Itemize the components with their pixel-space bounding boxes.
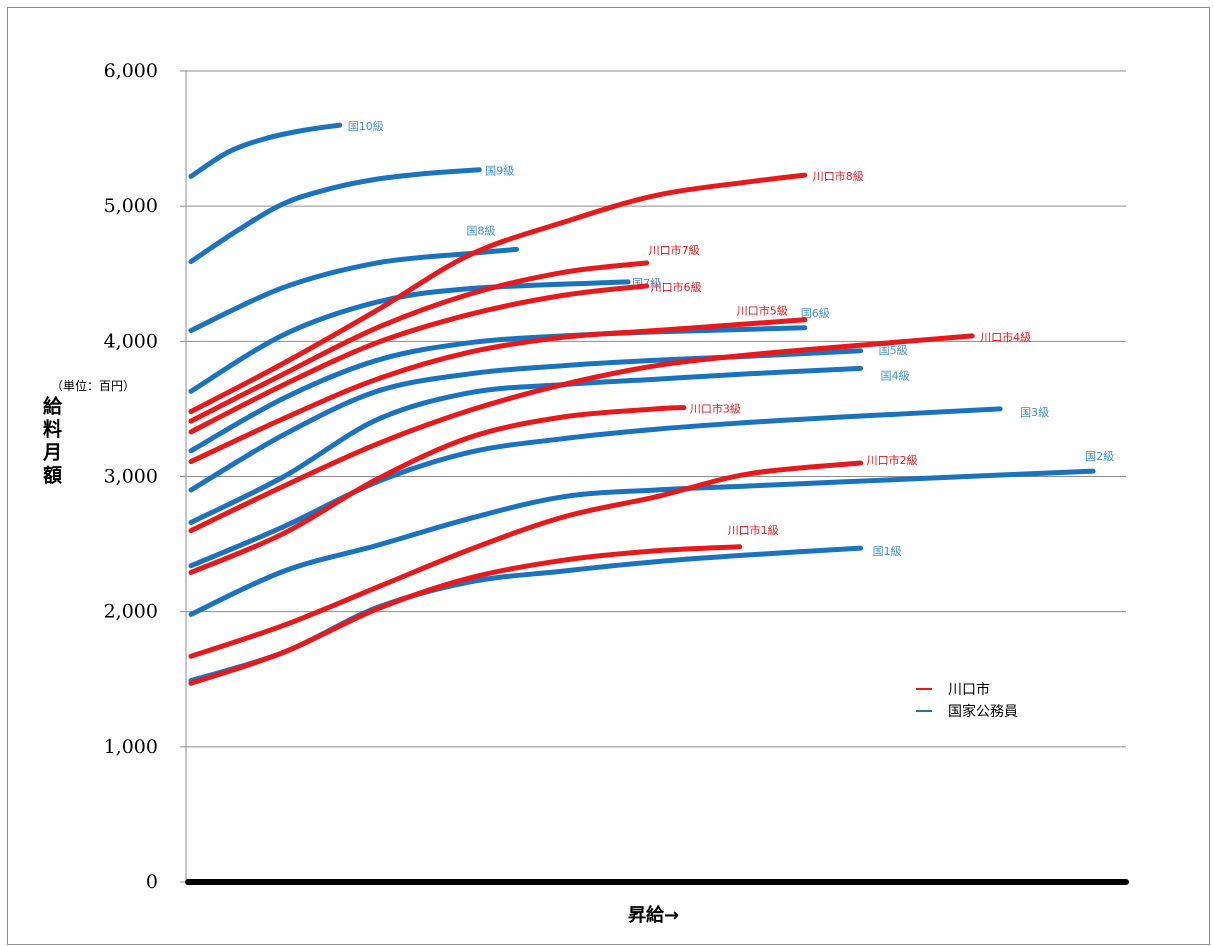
- series-label: 国2級: [1085, 450, 1114, 463]
- series-line: [188, 317, 808, 465]
- series-label: 国5級: [879, 344, 908, 357]
- series-label: 川口市3級: [690, 402, 741, 416]
- y-tick-label: 2,000: [104, 601, 158, 623]
- legend-swatch-kawaguchi: [916, 688, 932, 690]
- series-line: [188, 468, 1096, 617]
- legend-label-kawaguchi: 川口市: [948, 682, 990, 698]
- series-line: [188, 544, 743, 686]
- chart-frame: 0 1,000 2,000 3,000 4,000 5,000 6,000 国1級 国2級 国3級…: [7, 7, 1210, 945]
- legend-label-national: 国家公務員: [948, 704, 1018, 720]
- series-label: 川口市6級: [651, 280, 702, 294]
- y-tick-label: 6,000: [104, 60, 158, 82]
- series-label: 国3級: [1020, 406, 1049, 419]
- series-line: [188, 365, 864, 525]
- y-tick-label: 5,000: [104, 195, 158, 217]
- series-line: [188, 283, 650, 435]
- series-label: 川口市4級: [980, 330, 1031, 344]
- series-line: [188, 405, 687, 575]
- plot-area: 0 1,000 2,000 3,000 4,000 5,000 6,000 国1級 国2級 国3級…: [104, 60, 1129, 893]
- series-label: 川口市1級: [728, 523, 779, 537]
- series-line: [188, 167, 482, 265]
- series-line: [188, 122, 343, 179]
- legend-item-national: 国家公務員: [916, 700, 1018, 722]
- series-line: [188, 460, 864, 659]
- series-line: [188, 260, 650, 424]
- series-line: [188, 279, 631, 394]
- series-label: 国4級: [881, 369, 910, 382]
- y-tick-label: 3,000: [104, 466, 158, 488]
- series-label: 国6級: [801, 307, 830, 320]
- y-tick-label: 4,000: [104, 330, 158, 352]
- series-label: 川口市8級: [813, 169, 864, 183]
- series-label: 川口市2級: [867, 453, 918, 467]
- series-label: 国10級: [348, 120, 384, 133]
- series-label: 国8級: [467, 224, 496, 237]
- y-axis-label: 給料月額: [40, 396, 62, 488]
- x-axis-label: 昇給→: [628, 905, 680, 926]
- series-line: [188, 406, 1003, 569]
- series-label: 川口市7級: [649, 243, 700, 257]
- series-label: 国9級: [485, 165, 514, 178]
- series-label: 川口市5級: [737, 304, 788, 318]
- series-line: [188, 333, 975, 534]
- legend: 川口市 国家公務員: [916, 678, 1018, 722]
- legend-swatch-national: [916, 710, 932, 712]
- series-label: 国1級: [873, 545, 902, 558]
- series-line: [188, 172, 808, 415]
- legend-item-kawaguchi: 川口市: [916, 678, 1018, 700]
- y-tick-label: 0: [146, 871, 158, 893]
- unit-note: （単位：百円）: [51, 379, 136, 393]
- y-tick-label: 1,000: [104, 736, 158, 758]
